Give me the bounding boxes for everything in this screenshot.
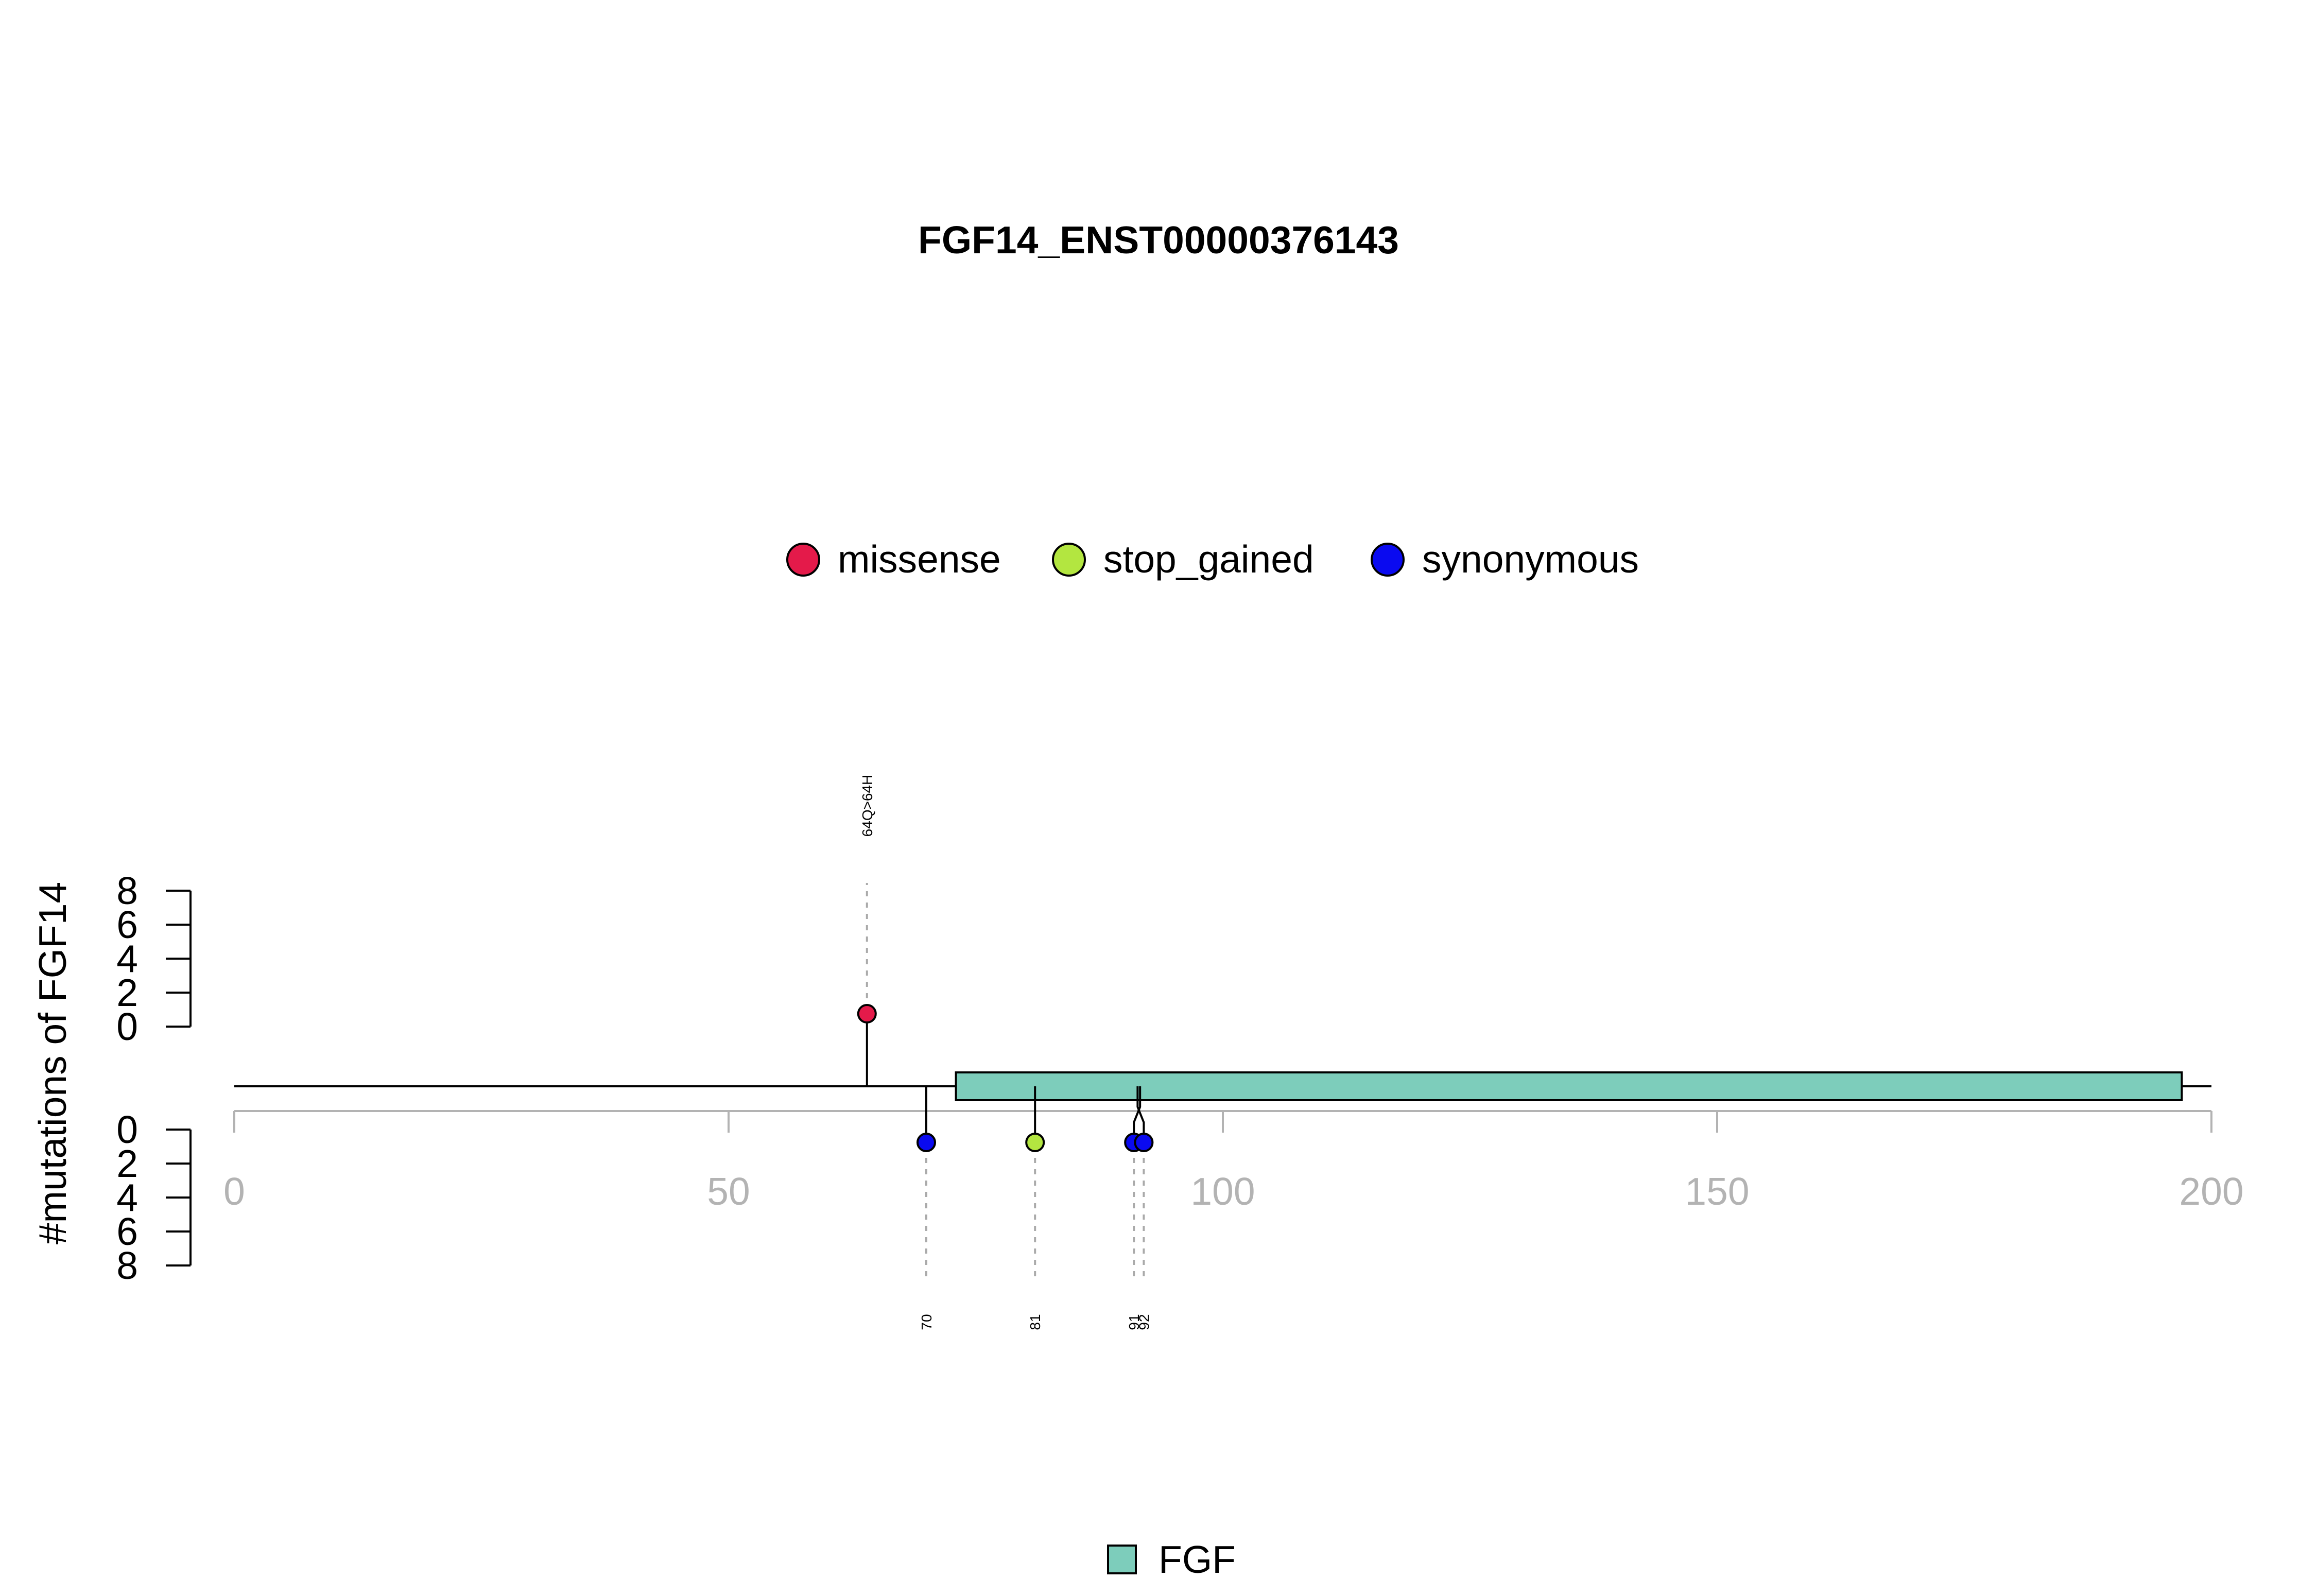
x-tick-label: 200 — [2179, 1170, 2243, 1213]
domain-legend: FGF — [1107, 1538, 1236, 1581]
lower-y-tick-label: 4 — [116, 1176, 138, 1219]
upper-y-tick-label: 8 — [116, 869, 138, 912]
domain-legend-label: FGF — [1158, 1538, 1236, 1581]
legend-label: synonymous — [1422, 537, 1639, 581]
legend-label: stop_gained — [1103, 537, 1314, 581]
lollipop-head-synonymous — [1134, 1133, 1154, 1152]
upper-y-tick-label: 2 — [116, 971, 138, 1014]
lollipop-head-missense — [857, 1004, 877, 1023]
lollipop-stem — [1133, 1086, 1142, 1142]
x-tick-label: 150 — [1685, 1170, 1749, 1213]
mutation-legend: missense stop_gained synonymous — [786, 537, 1639, 581]
upper-y-tick-label: 0 — [116, 1005, 138, 1048]
mutation-label: 91 — [1126, 1314, 1142, 1330]
lollipop-70: 70 — [917, 1086, 936, 1330]
legend-item-stop-gained: stop_gained — [1052, 537, 1314, 581]
upper-y-tick-label: 6 — [116, 903, 138, 946]
lollipop-64: 64Q>64H — [857, 775, 877, 1086]
y-axis-label: #mutations of FGF14 — [31, 882, 74, 1244]
legend-swatch-missense — [786, 543, 820, 577]
x-axis: 0 50 100 150 200 — [223, 1110, 2244, 1213]
lollipop-81: 81 — [1025, 1086, 1045, 1330]
x-tick-label: 100 — [1190, 1170, 1255, 1213]
upper-y-tick-label: 4 — [116, 937, 138, 980]
x-tick-label: 0 — [223, 1170, 245, 1213]
lower-y-tick-label: 2 — [116, 1142, 138, 1185]
domain-legend-swatch — [1107, 1545, 1137, 1574]
lollipop-head-stop-gained — [1025, 1133, 1045, 1152]
legend-item-missense: missense — [786, 537, 1001, 581]
domain-legend-item-fgf: FGF — [1107, 1538, 1236, 1581]
mutation-label: 81 — [1027, 1314, 1043, 1330]
lower-y-tick-label: 6 — [116, 1210, 138, 1253]
mutation-label: 64Q>64H — [859, 775, 875, 837]
legend-swatch-synonymous — [1371, 543, 1405, 577]
mutation-label: 92 — [1136, 1314, 1152, 1330]
mutation-label: 70 — [919, 1314, 935, 1330]
legend-label: missense — [838, 537, 1001, 581]
legend-item-synonymous: synonymous — [1371, 537, 1639, 581]
x-tick-label: 50 — [707, 1170, 750, 1213]
chart-title: FGF14_ENST00000376143 — [918, 218, 1399, 262]
lollipop-91: 91 — [1124, 1086, 1144, 1330]
lower-y-tick-label: 8 — [116, 1244, 138, 1287]
legend-swatch-stop-gained — [1052, 543, 1086, 577]
lollipop-stem — [1136, 1086, 1145, 1142]
lollipop-head-synonymous — [917, 1133, 936, 1152]
lower-y-tick-label: 0 — [116, 1108, 138, 1151]
protein-backbone — [234, 1071, 2211, 1101]
lollipop-92: 92 — [1134, 1086, 1154, 1330]
domain-fgf — [955, 1071, 2183, 1101]
